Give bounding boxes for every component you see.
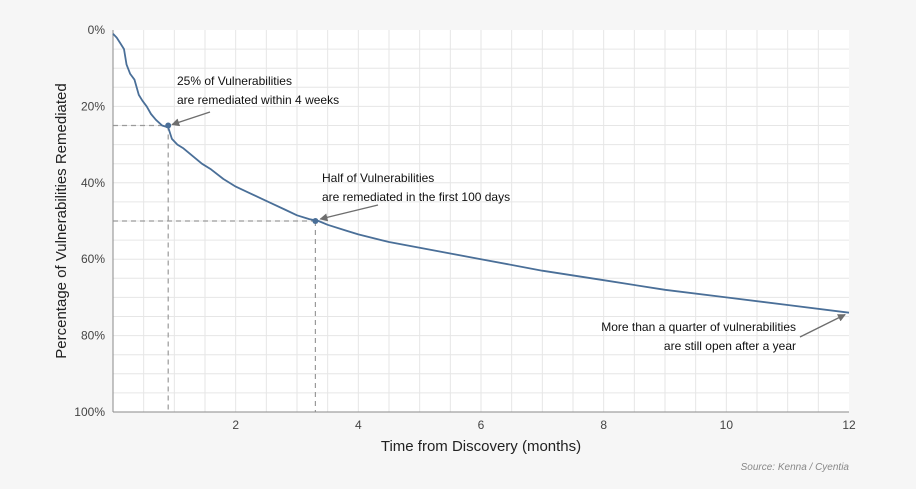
source-note: Source: Kenna / Cyentia <box>741 462 850 473</box>
y-tick-label: 60% <box>81 252 105 266</box>
annotation-arrow <box>171 111 211 127</box>
annotation-arrow <box>799 314 846 338</box>
y-tick-label: 20% <box>81 99 105 113</box>
annotation-text: 25% of Vulnerabilities <box>177 74 292 88</box>
annotation-text: are still open after a year <box>664 339 796 353</box>
annotation-text: More than a quarter of vulnerabilities <box>601 320 796 334</box>
y-tick-label: 100% <box>74 405 105 419</box>
x-tick-label: 6 <box>478 418 485 432</box>
x-tick-label: 8 <box>600 418 607 432</box>
annotation-arrow <box>319 204 379 222</box>
series-line <box>112 33 850 314</box>
y-tick-label: 0% <box>88 23 106 37</box>
y-axis-label: Percentage of Vulnerabilities Remediated <box>53 83 70 358</box>
x-tick-label: 2 <box>232 418 239 432</box>
grid <box>113 30 849 412</box>
tick-labels: 2 4 6 8 10 12 0% 20% 40% 60% 80% 100% <box>74 23 856 432</box>
annotation-text: Half of Vulnerabilities <box>322 171 434 185</box>
highlight-points <box>165 122 319 224</box>
annotation-text: are remediated within 4 weeks <box>177 93 339 107</box>
guide-lines <box>113 124 316 412</box>
y-tick-label: 80% <box>81 329 105 343</box>
x-axis-label: Time from Discovery (months) <box>381 438 581 455</box>
x-tick-label: 4 <box>355 418 362 432</box>
series <box>112 33 850 314</box>
x-tick-label: 12 <box>842 418 856 432</box>
highlight-point <box>165 122 172 129</box>
highlight-point <box>312 218 319 224</box>
annotation-text: are remediated in the first 100 days <box>322 190 510 204</box>
annotations: 25% of Vulnerabilities are remediated wit… <box>171 74 846 353</box>
axes <box>112 30 849 413</box>
y-tick-label: 40% <box>81 176 105 190</box>
x-tick-label: 10 <box>720 418 734 432</box>
